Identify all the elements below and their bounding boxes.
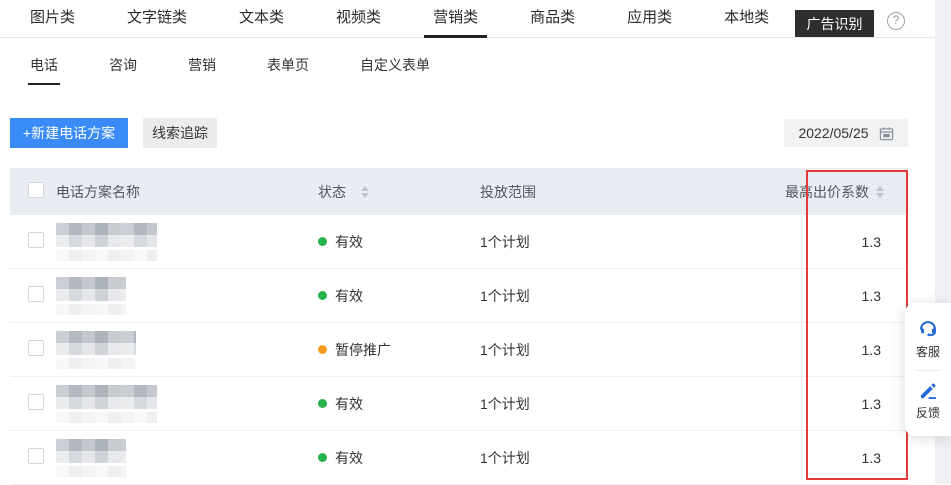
max-bid-value: 1.3 bbox=[861, 449, 881, 466]
scope-value: 1个计划 bbox=[480, 341, 530, 358]
status-label: 有效 bbox=[335, 287, 363, 304]
status-label: 有效 bbox=[335, 449, 363, 466]
feedback-button[interactable]: 反馈 bbox=[916, 381, 940, 421]
subtab-phone[interactable]: 电话 bbox=[28, 55, 60, 87]
row-checkbox[interactable] bbox=[28, 286, 44, 302]
scope-value: 1个计划 bbox=[480, 449, 530, 466]
tab-text[interactable]: 文本类 bbox=[239, 9, 285, 26]
top-navigation: 图片类 文字链类 文本类 视频类 营销类 商品类 应用类 本地类 广告识别 ? bbox=[0, 0, 935, 38]
max-bid-value: 1.3 bbox=[861, 395, 881, 412]
table-row[interactable]: 有效 1个计划 1.3 bbox=[10, 431, 908, 485]
status-label: 有效 bbox=[335, 233, 363, 250]
tab-text-link[interactable]: 文字链类 bbox=[127, 9, 188, 26]
calendar-icon bbox=[879, 126, 893, 140]
tab-product[interactable]: 商品类 bbox=[530, 9, 576, 26]
select-all-checkbox[interactable] bbox=[28, 182, 44, 198]
subtab-custom-form[interactable]: 自定义表单 bbox=[360, 57, 430, 73]
plan-name-redacted bbox=[56, 330, 308, 369]
max-bid-value: 1.3 bbox=[861, 341, 881, 358]
sort-max-bid-icon[interactable] bbox=[876, 185, 884, 198]
customer-service-label: 客服 bbox=[915, 345, 940, 359]
tab-video[interactable]: 视频类 bbox=[336, 9, 382, 26]
status-dot bbox=[318, 291, 327, 300]
max-bid-value: 1.3 bbox=[861, 233, 881, 250]
column-header-name: 电话方案名称 bbox=[56, 183, 140, 200]
sort-status-icon[interactable] bbox=[361, 185, 369, 198]
table-header-row: 电话方案名称 状态 投放范围 最高出价系数 bbox=[10, 168, 908, 215]
help-icon[interactable]: ? bbox=[887, 12, 905, 30]
row-checkbox[interactable] bbox=[28, 232, 44, 248]
plan-name-redacted bbox=[56, 276, 308, 315]
table-row[interactable]: 有效 1个计划 1.3 bbox=[10, 377, 908, 431]
category-tabs: 图片类 文字链类 文本类 视频类 营销类 商品类 应用类 本地类 bbox=[30, 0, 821, 38]
sub-navigation: 电话 咨询 营销 表单页 自定义表单 bbox=[28, 55, 481, 87]
table-row[interactable]: 有效 1个计划 1.3 bbox=[10, 215, 908, 269]
tab-local[interactable]: 本地类 bbox=[724, 9, 770, 26]
status-dot bbox=[318, 237, 327, 246]
column-header-max-bid: 最高出价系数 bbox=[720, 182, 908, 202]
status-dot bbox=[318, 453, 327, 462]
subtab-marketing[interactable]: 营销 bbox=[188, 57, 216, 73]
status-label: 暂停推广 bbox=[335, 341, 391, 358]
table-row[interactable]: 有效 1个计划 1.3 bbox=[10, 269, 908, 323]
plan-name-redacted bbox=[56, 438, 308, 477]
headset-icon bbox=[920, 321, 936, 337]
subtab-consult[interactable]: 咨询 bbox=[109, 57, 137, 73]
table-row[interactable]: 暂停推广 1个计划 1.3 bbox=[10, 323, 908, 377]
lead-tracking-button[interactable]: 线索追踪 bbox=[143, 118, 217, 148]
phone-plan-table: 电话方案名称 状态 投放范围 最高出价系数 有效 1个计划 1.3 有效 1个计… bbox=[10, 168, 908, 485]
plan-name-redacted bbox=[56, 384, 308, 423]
subtab-form-page[interactable]: 表单页 bbox=[267, 57, 309, 73]
tab-image[interactable]: 图片类 bbox=[30, 9, 76, 26]
status-dot bbox=[318, 345, 327, 354]
scope-value: 1个计划 bbox=[480, 395, 530, 412]
row-checkbox[interactable] bbox=[28, 340, 44, 356]
plan-name-redacted bbox=[56, 222, 308, 261]
scope-value: 1个计划 bbox=[480, 287, 530, 304]
column-header-status: 状态 bbox=[308, 182, 470, 202]
ad-recognition-button[interactable]: 广告识别 bbox=[795, 10, 874, 37]
customer-service-button[interactable]: 客服 bbox=[916, 318, 940, 360]
date-picker[interactable]: 2022/05/25 bbox=[784, 119, 908, 147]
max-bid-value: 1.3 bbox=[861, 287, 881, 304]
row-checkbox[interactable] bbox=[28, 448, 44, 464]
column-header-scope: 投放范围 bbox=[480, 183, 536, 200]
row-checkbox[interactable] bbox=[28, 394, 44, 410]
date-value: 2022/05/25 bbox=[798, 125, 869, 141]
new-phone-plan-button[interactable]: +新建电话方案 bbox=[10, 118, 128, 148]
status-dot bbox=[318, 399, 327, 408]
tab-marketing[interactable]: 营销类 bbox=[424, 0, 488, 38]
pen-icon bbox=[920, 383, 937, 399]
feedback-label: 反馈 bbox=[915, 406, 940, 420]
floating-widget: 客服 反馈 bbox=[905, 303, 951, 436]
tab-app[interactable]: 应用类 bbox=[627, 9, 673, 26]
scope-value: 1个计划 bbox=[480, 233, 530, 250]
divider bbox=[915, 370, 941, 371]
status-label: 有效 bbox=[335, 395, 363, 412]
